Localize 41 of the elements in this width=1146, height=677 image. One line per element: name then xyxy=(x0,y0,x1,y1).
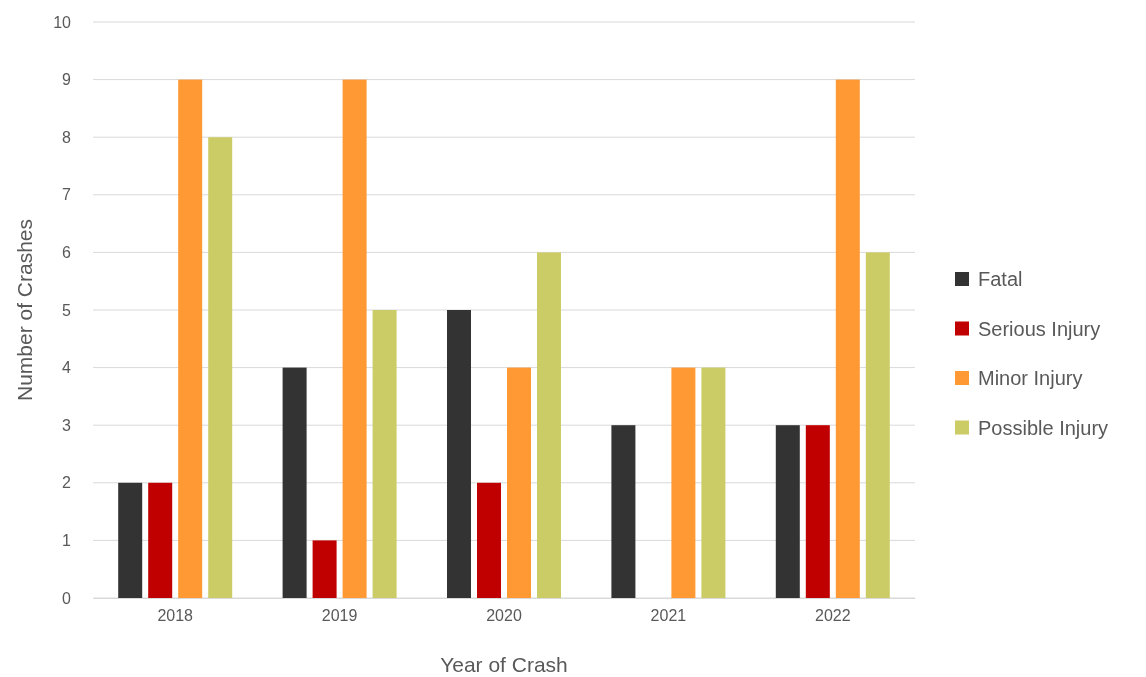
bar xyxy=(447,310,471,598)
x-tick-label: 2022 xyxy=(815,607,851,625)
legend-label: Fatal xyxy=(978,268,1023,290)
bar xyxy=(671,367,696,598)
x-tick-label: 2018 xyxy=(157,607,194,625)
bar xyxy=(148,482,173,598)
y-tick-label: 2 xyxy=(62,474,72,492)
bar xyxy=(507,367,531,598)
bar xyxy=(537,252,561,598)
bar xyxy=(178,79,203,598)
legend-label: Possible Injury xyxy=(978,416,1109,439)
y-axis-title: Number of Crashes xyxy=(13,218,36,402)
y-tick-label: 9 xyxy=(62,71,72,89)
bar xyxy=(312,540,337,598)
bar xyxy=(701,367,726,598)
legend-label: Minor Injury xyxy=(978,367,1083,389)
bar xyxy=(208,137,233,598)
x-tick-label: 2021 xyxy=(650,607,687,625)
bar xyxy=(372,310,397,598)
x-tick-label: 2020 xyxy=(486,607,522,625)
bar xyxy=(611,425,636,598)
bar xyxy=(775,425,800,598)
bar xyxy=(865,252,890,598)
y-tick-label: 5 xyxy=(62,301,72,319)
bar xyxy=(282,367,307,598)
x-tick-label: 2019 xyxy=(321,607,358,625)
bar xyxy=(118,482,143,598)
y-tick-label: 7 xyxy=(62,186,72,204)
bar xyxy=(835,79,860,598)
y-tick-label: 3 xyxy=(62,416,72,434)
bar xyxy=(477,482,501,598)
y-tick-label: 8 xyxy=(62,128,72,146)
bar xyxy=(342,79,367,598)
y-tick-label: 0 xyxy=(62,589,72,607)
legend-label: Serious Injury xyxy=(978,317,1101,340)
y-tick-label: 10 xyxy=(53,13,72,31)
x-axis-title: Year of Crash xyxy=(440,653,568,676)
bar xyxy=(805,425,830,598)
y-tick-label: 4 xyxy=(62,359,72,377)
y-tick-label: 1 xyxy=(62,532,72,550)
y-tick-label: 6 xyxy=(62,244,72,262)
